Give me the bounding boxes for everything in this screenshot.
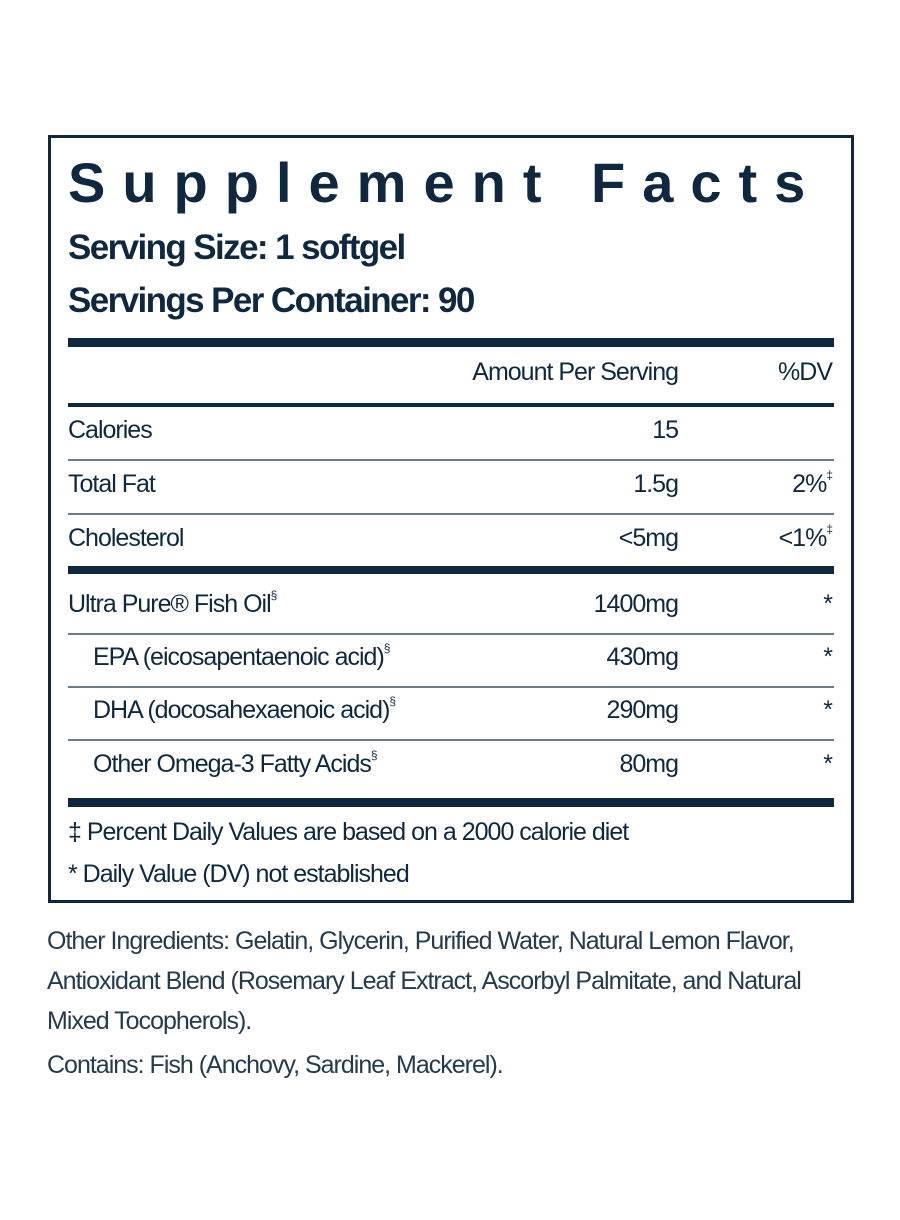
dv-value: * <box>823 696 833 724</box>
footnote-marker: ‡ <box>826 468 833 482</box>
footnote-dv-not-established: * Daily Value (DV) not established <box>68 860 410 888</box>
nutrient-amount: 290mg <box>606 696 679 724</box>
supplement-facts-panel <box>48 135 854 903</box>
other-ingredients-line: Antioxidant Blend (Rosemary Leaf Extract… <box>47 967 802 995</box>
thick-divider <box>68 798 834 807</box>
nutrient-amount: 1400mg <box>593 590 679 618</box>
nutrient-amount: 80mg <box>619 750 679 778</box>
footnote-dv-basis: ‡ Percent Daily Values are based on a 20… <box>68 818 629 846</box>
nutrient-amount: 1.5g <box>633 470 679 498</box>
servings-per-container: Servings Per Container: 90 <box>68 281 475 320</box>
allergen-statement: Contains: Fish (Anchovy, Sardine, Macker… <box>47 1051 504 1079</box>
footnote-marker: ‡ <box>826 522 833 536</box>
nutrient-amount: 15 <box>652 416 679 444</box>
nutrient-name: Ultra Pure® Fish Oil§ <box>68 588 278 619</box>
nutrient-name: Other Omega-3 Fatty Acids§ <box>93 748 378 779</box>
dv-value: <1% <box>778 524 828 552</box>
footnote-marker: § <box>370 748 378 762</box>
footnote-marker: § <box>389 694 396 708</box>
nutrient-label: Calories <box>68 416 153 444</box>
nutrient-dv: * <box>823 590 833 619</box>
nutrient-dv: <1%‡ <box>778 522 833 553</box>
nutrient-label: Cholesterol <box>68 524 184 552</box>
nutrient-dv: * <box>823 696 833 725</box>
header-dv: %DV <box>778 358 833 386</box>
row-divider <box>68 739 834 741</box>
nutrient-label: Ultra Pure® Fish Oil <box>68 590 272 618</box>
row-divider <box>68 459 834 461</box>
other-ingredients-line: Other Ingredients: Gelatin, Glycerin, Pu… <box>47 927 795 955</box>
nutrient-label: Total Fat <box>68 470 156 498</box>
footnote-marker: § <box>270 588 278 602</box>
dv-value: * <box>823 590 833 618</box>
header-amount: Amount Per Serving <box>472 358 679 386</box>
row-divider <box>68 686 834 688</box>
nutrient-dv: * <box>823 643 833 672</box>
panel-title: Supplement Facts <box>68 151 823 214</box>
other-ingredients-line: Mixed Tocopherols). <box>47 1007 252 1035</box>
nutrient-label: EPA (eicosapentaenoic acid) <box>93 643 385 671</box>
nutrient-name: Cholesterol <box>68 524 184 553</box>
dv-value: * <box>823 643 833 671</box>
nutrient-name: EPA (eicosapentaenoic acid)§ <box>93 641 391 672</box>
nutrient-amount: 430mg <box>606 643 679 671</box>
thick-divider <box>68 566 834 574</box>
nutrient-amount: <5mg <box>618 524 679 552</box>
dv-value: 2% <box>792 470 827 498</box>
row-divider <box>68 513 834 515</box>
footnote-marker: § <box>383 641 391 655</box>
nutrient-name: DHA (docosahexaenoic acid)§ <box>93 694 396 725</box>
header-divider <box>68 403 834 407</box>
nutrient-name: Calories <box>68 416 153 445</box>
thick-divider <box>68 338 834 347</box>
serving-size: Serving Size: 1 softgel <box>68 228 406 267</box>
nutrient-dv: 2%‡ <box>792 468 833 499</box>
nutrient-label: Other Omega-3 Fatty Acids <box>93 750 372 778</box>
nutrient-name: Total Fat <box>68 470 156 499</box>
row-divider <box>68 633 834 635</box>
nutrient-label: DHA (docosahexaenoic acid) <box>93 696 390 724</box>
dv-value: * <box>823 750 833 778</box>
nutrient-dv: * <box>823 750 833 779</box>
